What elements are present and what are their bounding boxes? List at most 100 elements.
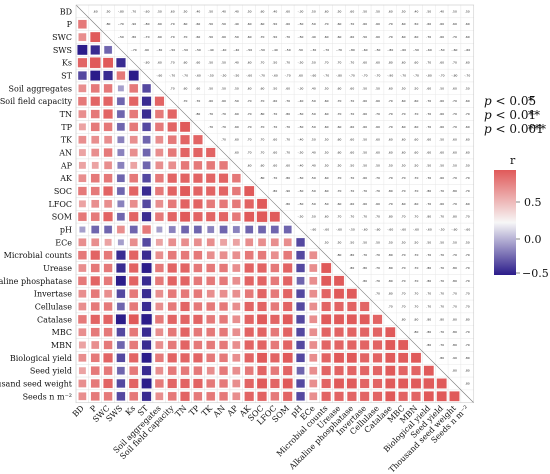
row-label-mbn: MBN bbox=[51, 341, 72, 350]
corr-cell-mbc-som bbox=[282, 327, 293, 338]
row-label-soil-aggregates: Soil aggregates bbox=[9, 84, 72, 93]
row-label-cellulase: Cellulase bbox=[35, 303, 73, 312]
corr-value-soc-seeds-n-m: .70 bbox=[465, 189, 470, 193]
corr-cell-seed-yield-tk bbox=[206, 366, 215, 375]
corr-cell-catalase-microbial-counts bbox=[320, 314, 332, 325]
corr-cell-som-tn bbox=[179, 211, 191, 222]
corr-value-tp-biological-yield: .70 bbox=[426, 125, 431, 129]
corr-cell-ak-st bbox=[142, 173, 152, 183]
corr-cell-alkaline-phosphatase-microbial-counts bbox=[320, 275, 332, 287]
corr-cell-an-swc bbox=[103, 148, 113, 158]
corr-cell-som-ak bbox=[243, 211, 255, 222]
corr-value-soc-biological-yield: .80 bbox=[426, 189, 431, 193]
corr-cell-lfoc-ap bbox=[231, 199, 241, 209]
corr-value-swc-ph: -.50 bbox=[298, 35, 304, 39]
corr-cell-cellulase-an bbox=[219, 301, 229, 312]
corr-cell-thousand-seed-weight-biological-yield bbox=[423, 377, 435, 390]
corr-value-soil-aggregates-ap: .50 bbox=[234, 86, 239, 90]
corr-cell-microbial-counts-bd bbox=[77, 250, 87, 260]
corr-cell-seeds-n-m-ece bbox=[309, 392, 318, 401]
corr-value-swc-tp: .60 bbox=[195, 35, 200, 39]
corr-value-st-microbial-counts: -.70 bbox=[323, 74, 329, 78]
corr-cell-biological-yield-ph bbox=[295, 353, 306, 363]
corr-cell-ak-ks bbox=[129, 173, 139, 183]
corr-value-ap-biological-yield: .50 bbox=[426, 163, 431, 167]
corr-cell-seed-yield-ks bbox=[129, 366, 139, 376]
corr-value-som-seed-yield: .70 bbox=[439, 215, 444, 219]
corr-value-tk-mbc: .60 bbox=[401, 138, 406, 142]
corr-value-bd-microbial-counts: .60 bbox=[324, 9, 329, 13]
corr-cell-microbial-counts-tp bbox=[193, 250, 203, 260]
corr-value-p-biological-yield: .60 bbox=[426, 22, 431, 26]
corr-value-tn-thousand-seed-weight: .70 bbox=[452, 112, 457, 116]
corr-value-microbial-counts-mbn: .70 bbox=[414, 253, 419, 257]
corr-value-cellulase-seeds-n-m: .70 bbox=[465, 305, 470, 309]
corr-cell-tp-p bbox=[90, 122, 100, 132]
corr-value-an-ph: -.50 bbox=[298, 151, 304, 155]
corr-cell-invertase-p bbox=[90, 289, 100, 299]
corr-cell-urease-ks bbox=[128, 263, 139, 273]
corr-cell-ece-soc bbox=[257, 238, 267, 247]
corr-value-bd-mbn: .40 bbox=[414, 9, 419, 13]
corr-value-bd-seeds-n-m: .50 bbox=[465, 9, 470, 13]
corr-value-tn-soc: .80 bbox=[260, 112, 265, 116]
corr-value-ph-mbn: -.60 bbox=[413, 228, 419, 232]
corr-cell-seeds-n-m-urease bbox=[334, 391, 344, 402]
corr-cell-invertase-urease bbox=[333, 288, 345, 299]
corr-cell-mbc-invertase bbox=[359, 327, 370, 338]
corr-value-soc-microbial-counts: .60 bbox=[324, 189, 329, 193]
corr-cell-invertase-ece bbox=[309, 289, 318, 298]
corr-cell-ece-tn bbox=[180, 238, 190, 247]
corr-cell-ph-lfoc bbox=[270, 225, 280, 234]
corr-value-soil-field-capacity-soc: .70 bbox=[260, 99, 265, 103]
corr-value-bd-invertase: .50 bbox=[362, 9, 367, 13]
corr-cell-seed-yield-ece bbox=[309, 366, 318, 375]
corr-value-st-soc: -.70 bbox=[259, 74, 265, 78]
corr-cell-urease-tk bbox=[206, 263, 216, 273]
corr-value-soil-aggregates-som: .60 bbox=[285, 86, 290, 90]
row-label-ks: Ks bbox=[62, 59, 72, 68]
corr-cell-mbc-p bbox=[90, 327, 100, 337]
corr-value-ap-ak: .60 bbox=[247, 163, 252, 167]
corr-value-som-thousand-seed-weight: .80 bbox=[452, 215, 457, 219]
corr-cell-mbn-ks bbox=[129, 340, 139, 350]
corr-cell-som-soil-aggregates bbox=[154, 212, 164, 222]
corr-value-sws-alkaline-phosphatase: -.80 bbox=[349, 48, 355, 52]
corr-value-microbial-counts-biological-yield: .70 bbox=[426, 253, 431, 257]
corr-cell-biological-yield-tk bbox=[206, 353, 216, 363]
corr-cell-tk-soil-field-capacity bbox=[167, 135, 177, 145]
row-label-soc: SOC bbox=[54, 187, 72, 196]
corr-value-ap-soc: .60 bbox=[260, 163, 265, 167]
corr-value-ak-cellulase: .70 bbox=[375, 176, 380, 180]
corr-cell-seeds-n-m-ph bbox=[295, 391, 306, 401]
corr-value-alkaline-phosphatase-seeds-n-m: .70 bbox=[465, 279, 470, 283]
corr-cell-ap-tk bbox=[206, 160, 216, 170]
corr-cell-urease-ap bbox=[232, 263, 241, 273]
corr-value-alkaline-phosphatase-biological-yield: .80 bbox=[426, 279, 431, 283]
corr-cell-soil-field-capacity-st bbox=[141, 96, 152, 107]
corr-value-tk-an: .70 bbox=[221, 138, 226, 142]
corr-value-an-som: .70 bbox=[285, 151, 290, 155]
corr-value-invertase-thousand-seed-weight: .70 bbox=[452, 292, 457, 296]
corr-cell-biological-yield-p bbox=[90, 353, 100, 363]
corr-value-mbn-biological-yield: .80 bbox=[426, 343, 431, 347]
corr-value-swc-soil-aggregates: .60 bbox=[157, 35, 162, 39]
corr-cell-seeds-n-m-som bbox=[282, 391, 293, 402]
corr-value-an-microbial-counts: .50 bbox=[324, 151, 329, 155]
corr-value-tp-thousand-seed-weight: .70 bbox=[452, 125, 457, 129]
corr-value-soil-field-capacity-tn: .70 bbox=[183, 99, 188, 103]
sig-label-3-rest: < 0.001 bbox=[492, 122, 544, 136]
colorbar-label-3: −0.5 bbox=[522, 267, 549, 280]
corr-cell-ph-sws bbox=[116, 225, 126, 234]
corr-value-sws-mbn: -.50 bbox=[413, 48, 419, 52]
row-label-mbc: MBC bbox=[52, 328, 72, 337]
corr-cell-seed-yield-invertase bbox=[359, 365, 370, 376]
corr-cell-lfoc-soc bbox=[256, 198, 268, 210]
corr-value-soil-field-capacity-mbc: .60 bbox=[401, 99, 406, 103]
corr-cell-mbc-ap bbox=[232, 328, 241, 337]
corr-value-urease-mbn: .70 bbox=[414, 266, 419, 270]
corr-value-p-mbc: .60 bbox=[401, 22, 406, 26]
colorbar-gradient bbox=[494, 170, 516, 275]
corr-cell-catalase-tn bbox=[180, 314, 190, 325]
corr-value-ap-lfoc: .60 bbox=[272, 163, 277, 167]
